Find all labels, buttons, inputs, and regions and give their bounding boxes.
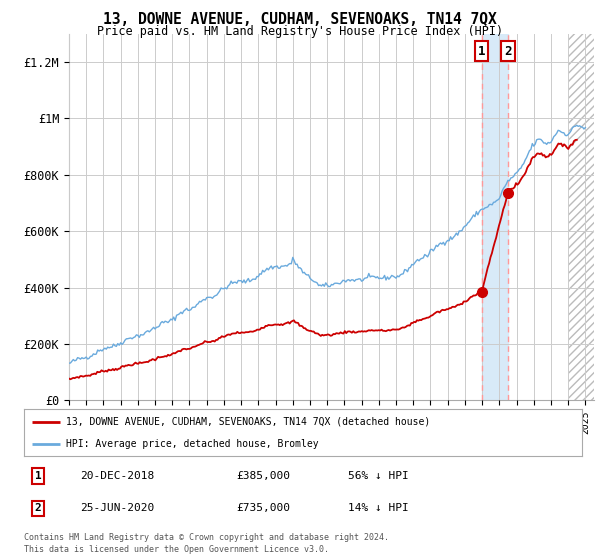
Text: Contains HM Land Registry data © Crown copyright and database right 2024.: Contains HM Land Registry data © Crown c… xyxy=(24,533,389,542)
Text: 56% ↓ HPI: 56% ↓ HPI xyxy=(347,471,409,481)
Text: Price paid vs. HM Land Registry's House Price Index (HPI): Price paid vs. HM Land Registry's House … xyxy=(97,25,503,38)
Text: 1: 1 xyxy=(35,471,41,481)
Text: HPI: Average price, detached house, Bromley: HPI: Average price, detached house, Brom… xyxy=(66,438,319,449)
Text: 13, DOWNE AVENUE, CUDHAM, SEVENOAKS, TN14 7QX (detached house): 13, DOWNE AVENUE, CUDHAM, SEVENOAKS, TN1… xyxy=(66,417,430,427)
Bar xyxy=(568,34,594,400)
Text: £385,000: £385,000 xyxy=(236,471,290,481)
Text: £735,000: £735,000 xyxy=(236,503,290,514)
Bar xyxy=(482,34,508,400)
Text: 13, DOWNE AVENUE, CUDHAM, SEVENOAKS, TN14 7QX: 13, DOWNE AVENUE, CUDHAM, SEVENOAKS, TN1… xyxy=(103,12,497,27)
Text: 25-JUN-2020: 25-JUN-2020 xyxy=(80,503,154,514)
Text: 14% ↓ HPI: 14% ↓ HPI xyxy=(347,503,409,514)
Text: This data is licensed under the Open Government Licence v3.0.: This data is licensed under the Open Gov… xyxy=(24,545,329,554)
Text: 1: 1 xyxy=(478,45,485,58)
Text: 2: 2 xyxy=(35,503,41,514)
Text: 2: 2 xyxy=(504,45,512,58)
Text: 20-DEC-2018: 20-DEC-2018 xyxy=(80,471,154,481)
